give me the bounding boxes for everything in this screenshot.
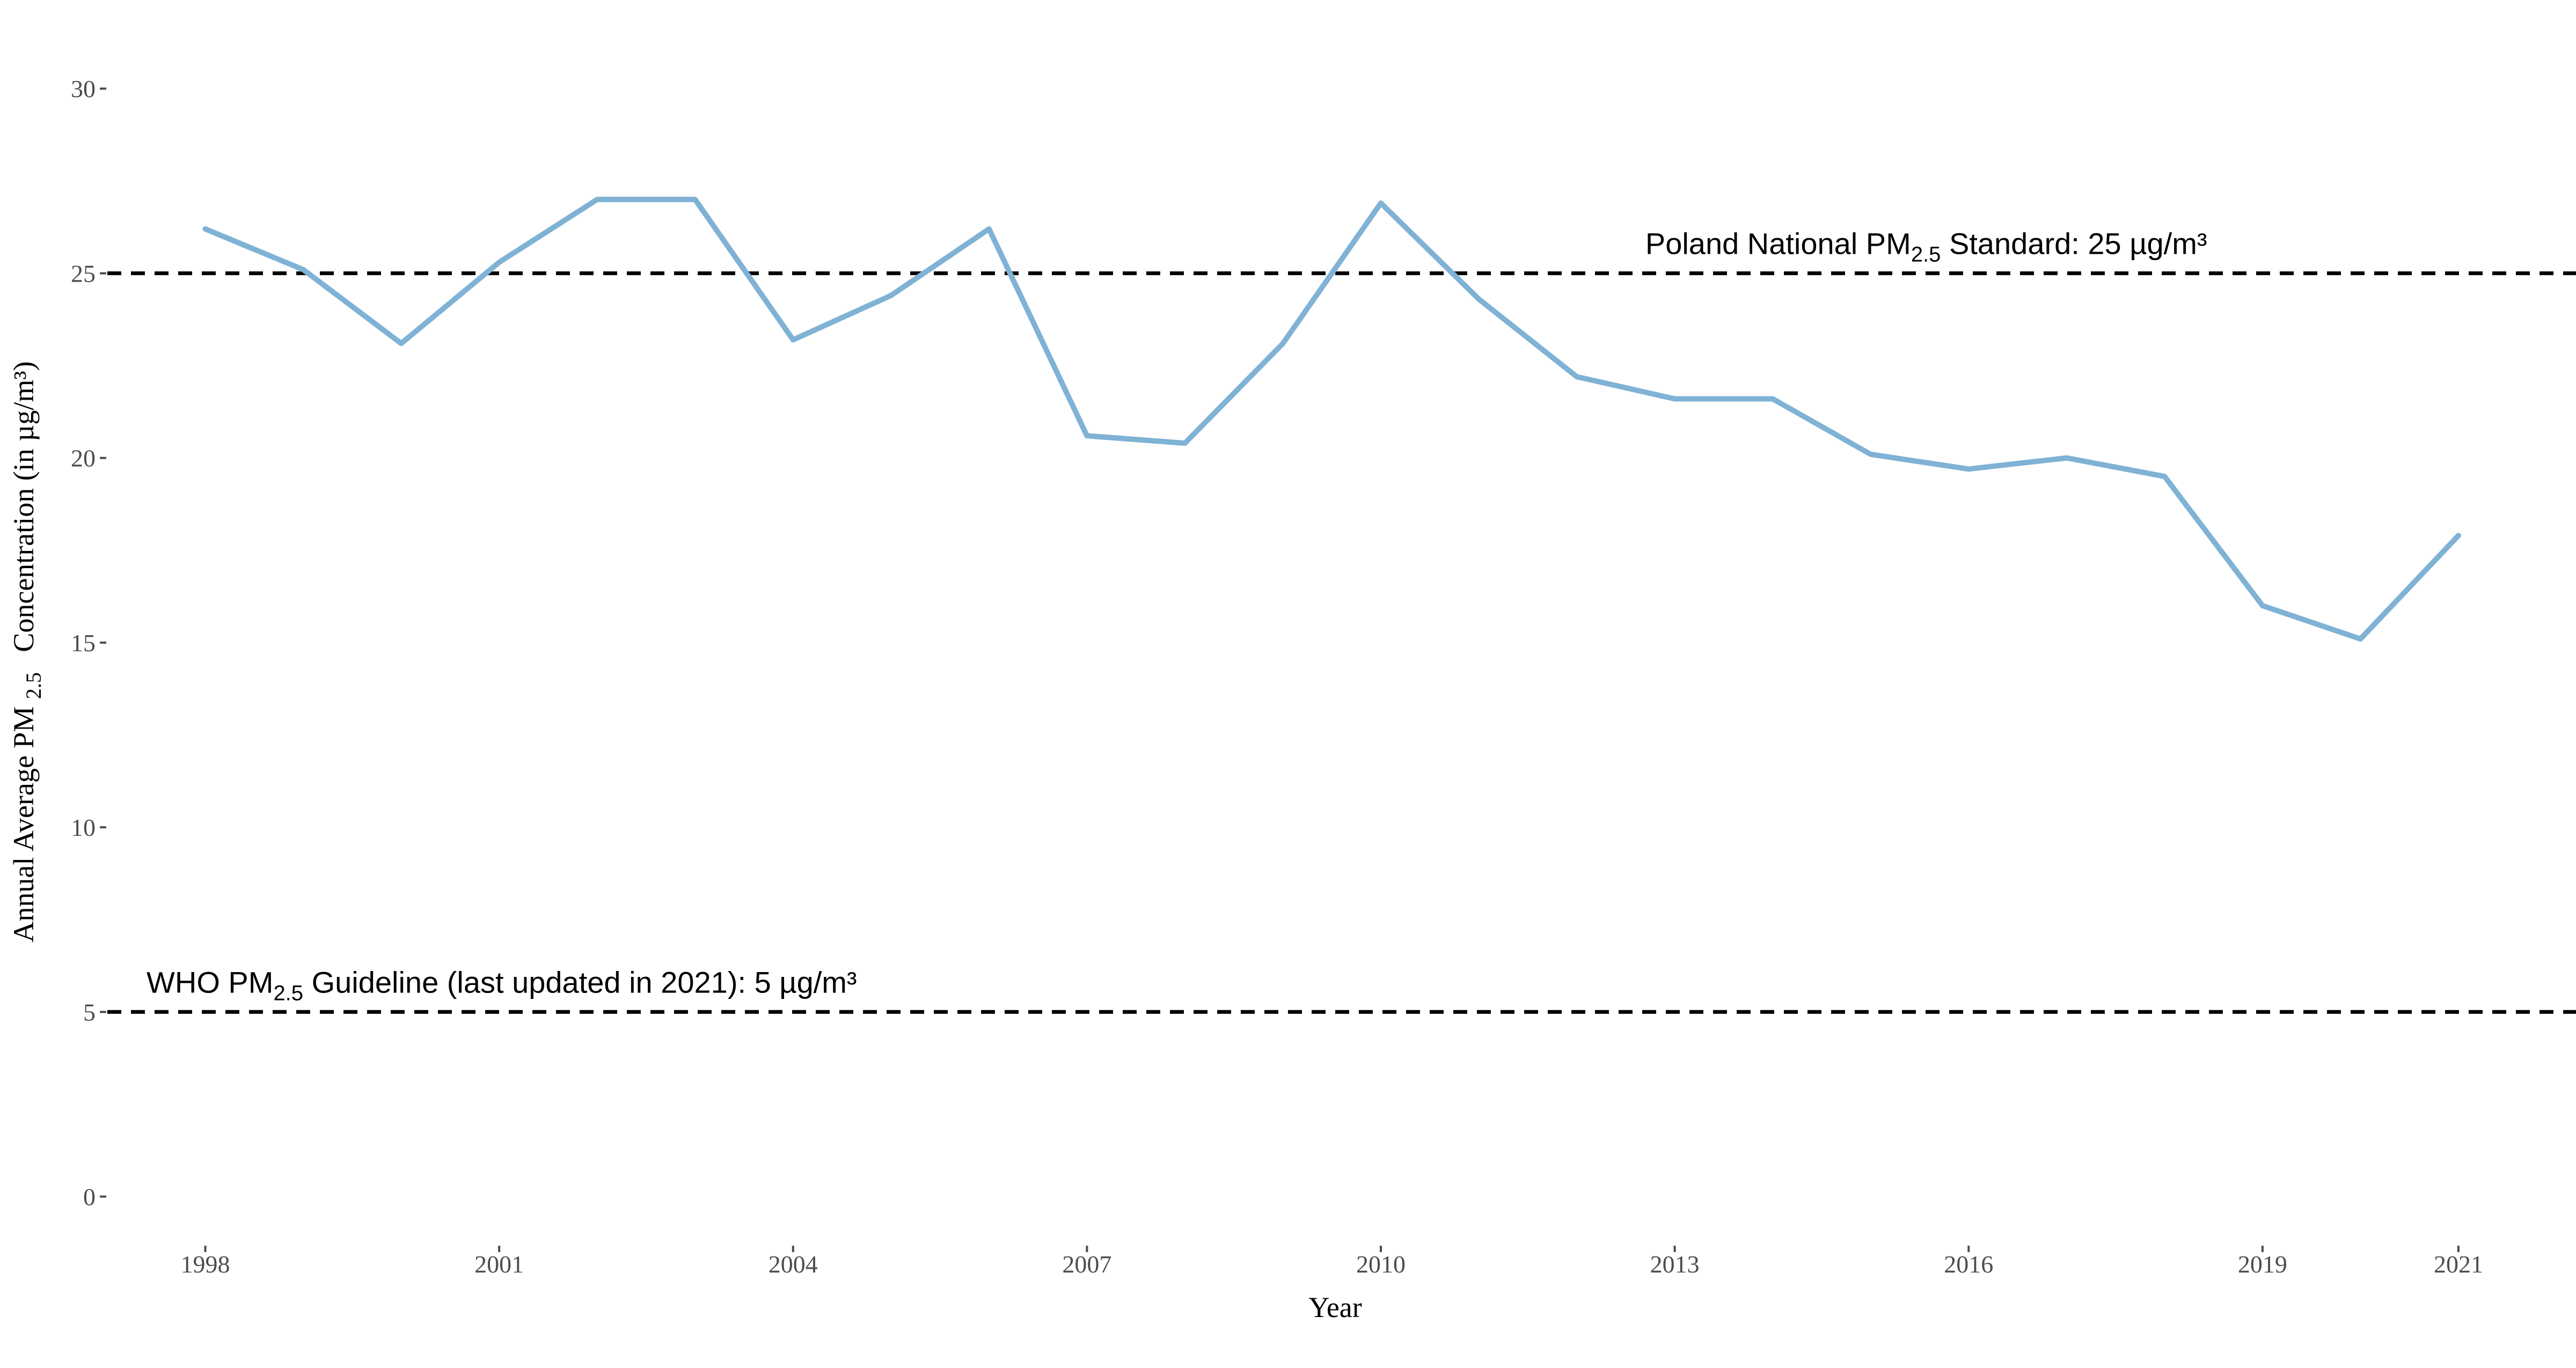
- reference-label-25-rest: Standard: 25 µg/m³: [1941, 226, 2207, 260]
- y-tick-label-0: 0: [83, 1183, 96, 1211]
- y-tick-label-5: 5: [83, 998, 96, 1026]
- x-tick-label-2004: 2004: [769, 1251, 818, 1278]
- x-tick-label-2019: 2019: [2238, 1251, 2287, 1278]
- y-axis-title-suffix: Concentration (in µg/m³): [8, 361, 40, 652]
- y-tick-label-30: 30: [71, 75, 96, 102]
- reference-label-5-sub: 2.5: [273, 981, 303, 1005]
- series-layer: [202, 196, 2461, 642]
- reference-label-5-rest: Guideline (last updated in 2021): 5 µg/m…: [303, 965, 857, 999]
- y-tick-label-15: 15: [71, 629, 96, 657]
- x-axis-title: Year: [1308, 1291, 1362, 1323]
- x-tick-label-2021: 2021: [2434, 1251, 2483, 1278]
- reference-label-5-text: WHO PM: [147, 965, 273, 999]
- y-axis-title-pm: PM: [8, 707, 40, 748]
- series-line-0: [202, 196, 2461, 642]
- y-axis-title-sub: 2.5: [21, 672, 46, 699]
- reference-lines: Poland National PM2.5 Standard: 25 µg/m³…: [107, 226, 2576, 1014]
- y-axis-title-prefix: Annual Average: [8, 755, 40, 942]
- reference-label-25-text: Poland National PM: [1645, 226, 1911, 260]
- y-axis-title: Annual Average PM 2.5 Concentration (in …: [8, 361, 47, 942]
- reference-label-25-sub: 2.5: [1911, 242, 1941, 266]
- y-axis: 0 5 10 15 20 25 30: [71, 75, 106, 1211]
- y-tick-label-20: 20: [71, 445, 96, 472]
- x-tick-label-2007: 2007: [1062, 1251, 1111, 1278]
- x-tick-label-2013: 2013: [1650, 1251, 1700, 1278]
- reference-label-25: Poland National PM2.5 Standard: 25 µg/m³: [1645, 226, 2207, 266]
- x-axis: 1998 2001 2004 2007 2010 2013 2016 2019 2021: [181, 1246, 2483, 1278]
- x-tick-label-2001: 2001: [474, 1251, 524, 1278]
- x-tick-label-2010: 2010: [1356, 1251, 1406, 1278]
- x-tick-label-2016: 2016: [1944, 1251, 1993, 1278]
- y-tick-label-10: 10: [71, 814, 96, 841]
- reference-label-5: WHO PM2.5 Guideline (last updated in 202…: [147, 965, 857, 1005]
- y-tick-label-25: 25: [71, 260, 96, 287]
- x-tick-label-1998: 1998: [181, 1251, 230, 1278]
